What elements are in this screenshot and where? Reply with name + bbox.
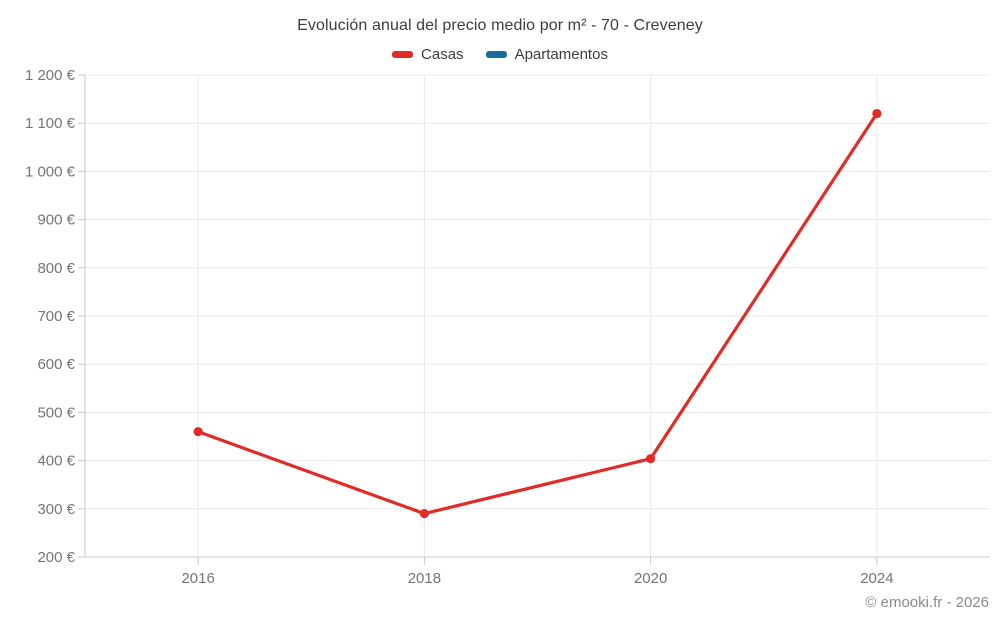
y-axis-label: 400 € — [37, 453, 75, 470]
y-axis-label: 200 € — [37, 549, 75, 566]
x-axis-label: 2024 — [860, 570, 893, 587]
y-axis-label: 700 € — [37, 308, 75, 325]
y-axis-label: 900 € — [37, 212, 75, 229]
legend-swatch-casas-icon — [392, 51, 414, 58]
y-axis-label: 600 € — [37, 356, 75, 373]
x-axis-label: 2020 — [634, 570, 667, 587]
y-axis-label: 1 100 € — [25, 115, 76, 132]
x-axis-label: 2018 — [408, 570, 441, 587]
x-axis-label: 2016 — [181, 570, 214, 587]
data-point-casas-2016[interactable] — [193, 427, 203, 437]
y-axis-label: 800 € — [37, 260, 75, 277]
y-axis-label: 1 200 € — [25, 67, 76, 84]
data-point-casas-2018[interactable] — [419, 509, 429, 519]
legend-swatch-apartamentos-icon — [485, 51, 507, 58]
y-axis-label: 1 000 € — [25, 163, 76, 180]
chart-title: Evolución anual del precio medio por m² … — [297, 17, 703, 34]
chart-legend: Casas Apartamentos — [0, 46, 1000, 63]
copyright-footer: © emooki.fr - 2026 — [865, 594, 989, 611]
y-axis-label: 300 € — [37, 501, 75, 518]
data-point-casas-2024[interactable] — [872, 108, 882, 119]
data-point-casas-2020[interactable] — [646, 454, 656, 464]
y-axis-label: 500 € — [37, 404, 75, 421]
legend-item-apartamentos[interactable]: Apartamentos — [485, 46, 608, 63]
series-line-casas — [196, 111, 879, 516]
legend-label-apartamentos: Apartamentos — [514, 46, 608, 63]
legend-label-casas: Casas — [421, 46, 464, 63]
legend-item-casas[interactable]: Casas — [392, 46, 464, 63]
